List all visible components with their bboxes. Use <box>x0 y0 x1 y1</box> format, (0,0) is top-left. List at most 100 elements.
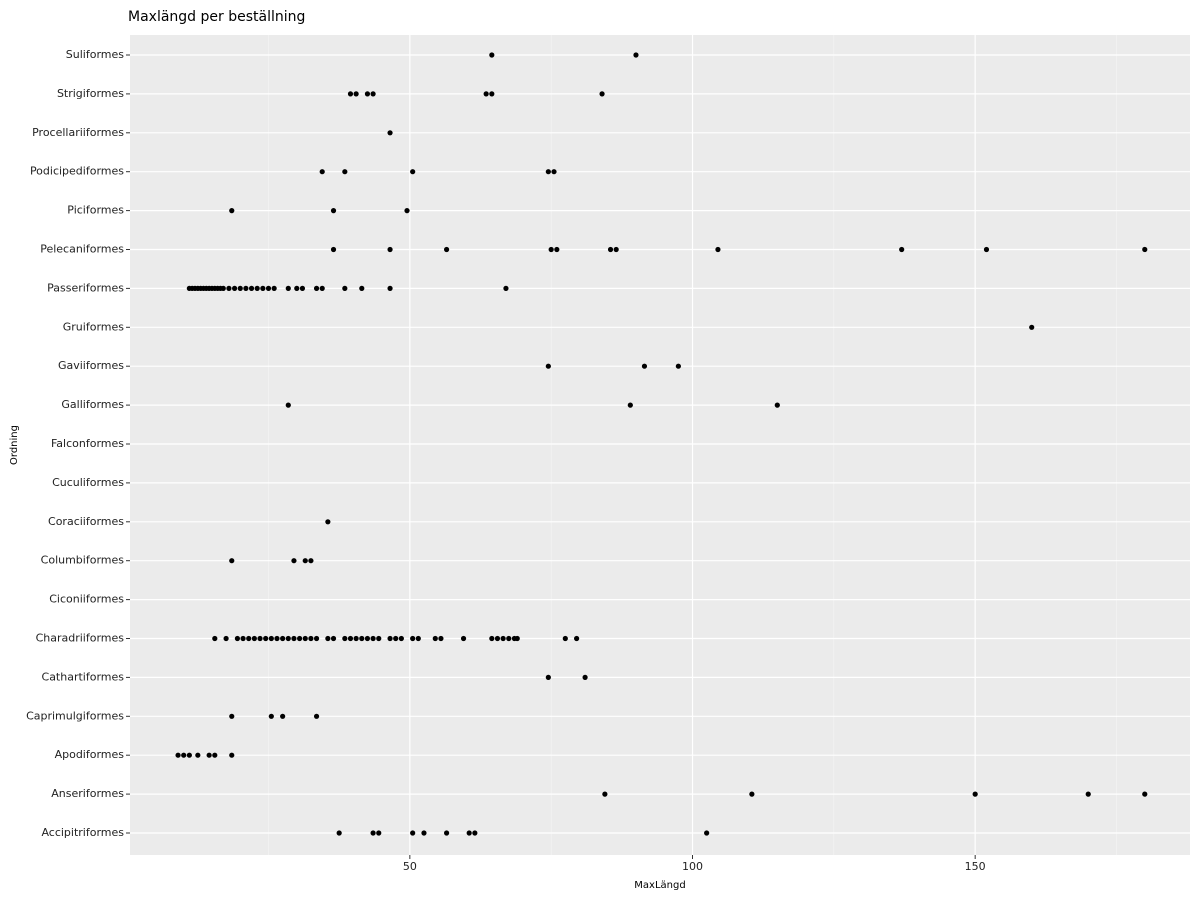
point <box>387 285 393 291</box>
point <box>432 635 438 642</box>
point <box>229 208 235 214</box>
point <box>410 169 416 175</box>
y-tick-label: Passeriformes <box>47 281 124 294</box>
point <box>370 830 376 836</box>
point <box>443 246 450 253</box>
point <box>410 635 416 642</box>
y-tick-label: Piciformes <box>67 204 124 217</box>
point <box>551 169 557 175</box>
point <box>548 246 554 253</box>
point <box>308 635 314 642</box>
point <box>489 635 495 642</box>
point <box>342 285 348 291</box>
point <box>443 830 450 836</box>
point <box>983 246 990 253</box>
point <box>226 285 232 291</box>
point <box>574 635 580 642</box>
point <box>438 635 444 642</box>
y-tick-label: Gruiformes <box>63 320 124 333</box>
point <box>353 91 359 97</box>
point <box>472 830 478 836</box>
point <box>421 830 427 836</box>
point <box>254 285 260 291</box>
point <box>500 635 506 642</box>
point <box>234 635 241 642</box>
point <box>325 519 331 525</box>
point <box>387 635 393 642</box>
point <box>599 91 605 97</box>
y-tick-label: Falconformes <box>51 437 124 450</box>
point <box>297 635 303 642</box>
point <box>387 130 393 136</box>
point <box>319 169 325 175</box>
point <box>330 635 337 642</box>
point <box>206 752 212 758</box>
y-tick-label: Coraciiformes <box>48 515 124 528</box>
point <box>285 285 291 291</box>
x-axis-label: MaxLängd <box>634 880 685 891</box>
point <box>489 91 495 97</box>
point <box>268 713 274 719</box>
point <box>489 52 495 58</box>
point <box>376 635 382 642</box>
point <box>294 285 300 291</box>
y-tick-label: Accipitriformes <box>41 826 124 839</box>
point <box>291 558 297 564</box>
point <box>715 246 721 253</box>
point <box>1085 791 1091 797</box>
point <box>325 635 331 642</box>
point <box>223 635 229 642</box>
point <box>359 635 365 642</box>
y-tick-label: Gaviiformes <box>58 359 124 372</box>
y-tick-label: Strigiformes <box>57 87 124 100</box>
y-tick-label: Galliformes <box>61 398 124 411</box>
point <box>503 285 509 291</box>
point <box>353 635 359 642</box>
point <box>319 285 325 291</box>
point <box>410 830 416 836</box>
point <box>514 635 520 642</box>
point <box>899 246 905 253</box>
point <box>243 285 249 291</box>
point <box>364 91 371 97</box>
point <box>330 246 337 253</box>
point <box>1142 246 1148 253</box>
point <box>398 635 404 642</box>
point <box>246 635 252 642</box>
x-tick-label: 50 <box>403 860 417 873</box>
y-tick-label: Columbiformes <box>41 554 125 567</box>
point <box>268 635 274 642</box>
point <box>248 285 255 291</box>
point <box>229 713 235 719</box>
x-tick-label: 100 <box>682 860 703 873</box>
point <box>308 558 314 564</box>
point <box>466 830 472 836</box>
point <box>602 791 608 797</box>
point <box>376 830 382 836</box>
point <box>237 285 243 291</box>
y-axis-label: Ordning <box>9 425 20 465</box>
point <box>251 635 257 642</box>
y-tick-label: Ciconiiformes <box>49 593 124 606</box>
point <box>607 246 614 253</box>
point <box>302 558 308 564</box>
point <box>313 713 320 719</box>
point <box>220 285 226 291</box>
point <box>285 635 291 642</box>
point <box>749 791 755 797</box>
point <box>313 635 320 642</box>
point <box>1142 791 1148 797</box>
point <box>175 752 181 758</box>
point <box>336 830 342 836</box>
point <box>280 713 286 719</box>
point <box>704 830 710 836</box>
point <box>342 169 348 175</box>
point <box>271 285 277 291</box>
point <box>347 635 354 642</box>
point <box>562 635 568 642</box>
point <box>675 363 681 369</box>
point <box>302 635 308 642</box>
marks <box>175 52 1148 836</box>
point <box>195 752 201 758</box>
point <box>370 635 376 642</box>
